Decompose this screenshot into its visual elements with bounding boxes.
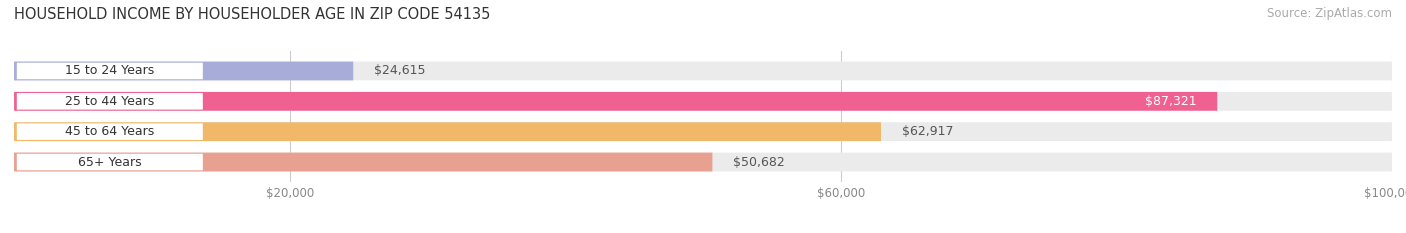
PathPatch shape [14, 153, 713, 171]
Text: Source: ZipAtlas.com: Source: ZipAtlas.com [1267, 7, 1392, 20]
PathPatch shape [17, 93, 202, 110]
Text: 65+ Years: 65+ Years [77, 155, 142, 168]
PathPatch shape [14, 153, 1392, 171]
PathPatch shape [14, 122, 1392, 141]
PathPatch shape [14, 122, 882, 141]
Text: $87,321: $87,321 [1144, 95, 1197, 108]
Text: 25 to 44 Years: 25 to 44 Years [65, 95, 155, 108]
PathPatch shape [14, 62, 353, 80]
PathPatch shape [14, 92, 1392, 111]
PathPatch shape [17, 63, 202, 79]
Text: $50,682: $50,682 [733, 155, 785, 168]
PathPatch shape [14, 92, 1218, 111]
Text: HOUSEHOLD INCOME BY HOUSEHOLDER AGE IN ZIP CODE 54135: HOUSEHOLD INCOME BY HOUSEHOLDER AGE IN Z… [14, 7, 491, 22]
Text: 45 to 64 Years: 45 to 64 Years [65, 125, 155, 138]
Text: 15 to 24 Years: 15 to 24 Years [65, 65, 155, 78]
Text: $24,615: $24,615 [374, 65, 426, 78]
PathPatch shape [14, 62, 1392, 80]
PathPatch shape [17, 154, 202, 170]
PathPatch shape [17, 123, 202, 140]
Text: $62,917: $62,917 [901, 125, 953, 138]
